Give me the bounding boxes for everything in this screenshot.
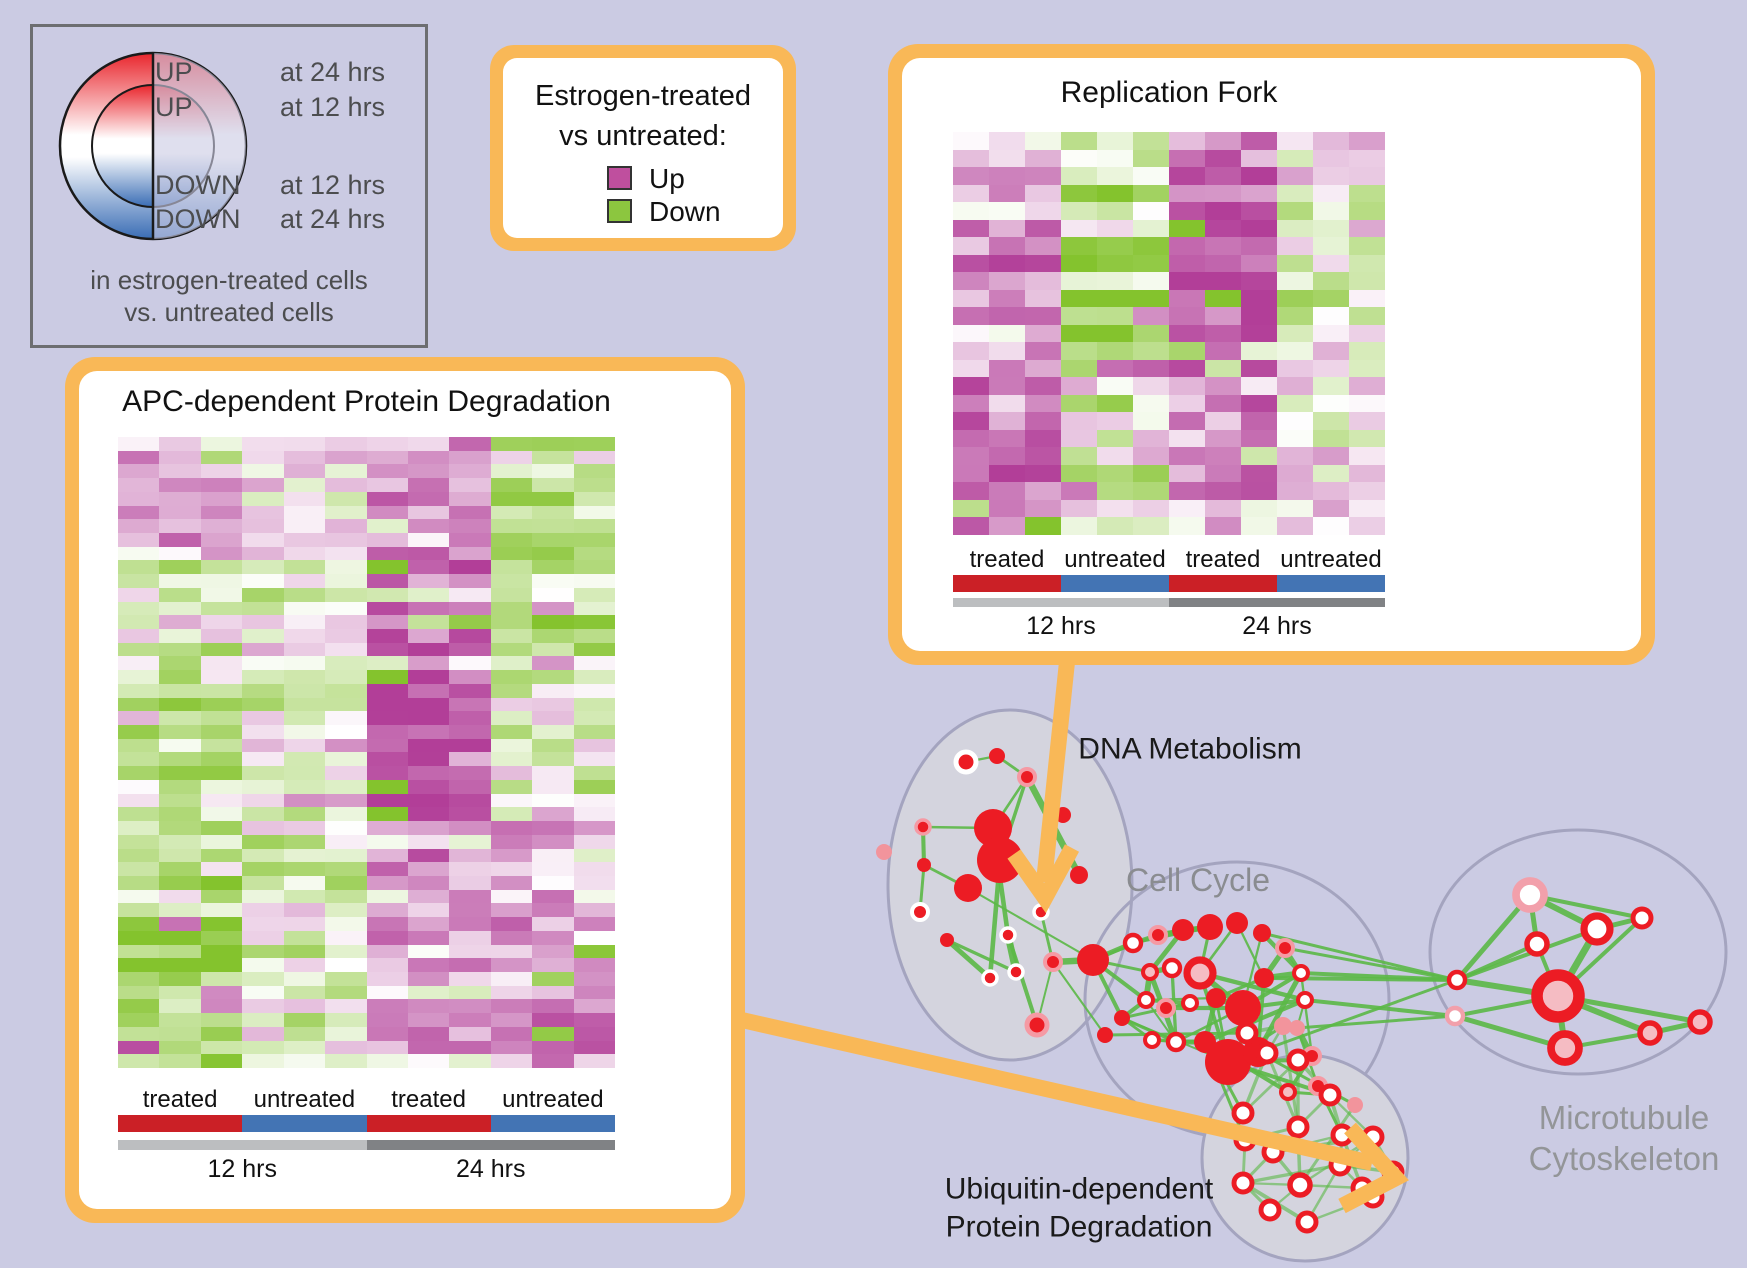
down-color-swatch [607, 199, 632, 223]
group-label: treated [1185, 546, 1261, 573]
rf-time-labels: 12 hrs 24 hrs [953, 612, 1385, 640]
untreated-bar-segment [1061, 575, 1169, 592]
group-label: treated [142, 1086, 218, 1113]
treated-bar-segment [118, 1115, 243, 1132]
bar-24hrs [366, 1140, 615, 1150]
time-label: 12 hrs [1026, 612, 1096, 640]
rf-panel-title: Replication Fork [1060, 76, 1278, 109]
time-label: 24 hrs [456, 1155, 526, 1183]
updown-legend-box: UP at 24 hrs UP at 12 hrs DOWN at 12 hrs… [30, 24, 428, 348]
rf-time-bar [953, 598, 1385, 607]
cluster-label: Microtubule Cytoskeleton [1528, 1098, 1720, 1177]
time-label: 24 hrs [1242, 612, 1312, 640]
up-inner-time: at 12 hrs [280, 92, 386, 122]
up-key-label: Up [649, 163, 685, 194]
replication-fork-panel: Replication Fork treated untreated treated… [888, 44, 1655, 665]
bar-12hrs [118, 1140, 367, 1150]
apc-heatmap [118, 437, 615, 1068]
up-outer-label: UP [155, 57, 193, 87]
cluster-label: Cell Cycle [1125, 862, 1271, 898]
up-color-swatch [607, 166, 632, 190]
rf-group-labels: treated untreated treated untreated [953, 546, 1385, 573]
legend-caption-line2: vs. untreated cells [124, 297, 334, 327]
untreated-bar-segment [242, 1115, 367, 1132]
untreated-bar-segment [490, 1115, 615, 1132]
group-label: treated [969, 546, 1045, 573]
apc-panel-title: APC-dependent Protein Degradation [122, 385, 611, 418]
apc-time-bar [118, 1140, 615, 1150]
treated-bar-segment [366, 1115, 491, 1132]
treated-bar-segment [953, 575, 1061, 592]
apc-treatment-bar [118, 1115, 615, 1132]
estrogen-key-box: Estrogen-treated vs untreated: Up Down [490, 45, 796, 251]
cluster-label: DNA Metabolism [1078, 732, 1302, 766]
cluster-label: Ubiquitin-dependent Protein Degradation [944, 1172, 1214, 1244]
key-title-line2: vs untreated: [559, 120, 727, 152]
key-row-up: Up [503, 163, 783, 194]
bar-24hrs [1169, 598, 1385, 607]
up-outer-time: at 24 hrs [280, 57, 386, 87]
untreated-half-overlay [153, 53, 246, 239]
group-label: untreated [1064, 546, 1166, 573]
apc-group-labels: treated untreated treated untreated [118, 1086, 615, 1113]
group-label: untreated [1280, 546, 1382, 573]
down-outer-label: DOWN [155, 204, 241, 234]
time-label: 12 hrs [207, 1155, 277, 1183]
treated-bar-segment [1169, 575, 1277, 592]
updown-circles-graphic [58, 51, 248, 241]
group-label: treated [391, 1086, 466, 1113]
group-label: untreated [502, 1086, 604, 1113]
group-label: untreated [253, 1086, 356, 1113]
down-inner-label: DOWN [155, 170, 241, 200]
bar-12hrs [953, 598, 1169, 607]
key-title-line1: Estrogen-treated [534, 80, 751, 112]
up-inner-label: UP [155, 92, 193, 122]
down-outer-time: at 24 hrs [280, 204, 386, 234]
apc-time-labels: 12 hrs 24 hrs [118, 1155, 615, 1183]
key-row-down: Down [503, 196, 783, 227]
rf-treatment-bar [953, 575, 1385, 592]
down-inner-time: at 12 hrs [280, 170, 386, 200]
down-key-label: Down [649, 196, 721, 227]
apc-panel: APC-dependent Protein Degradation treate… [65, 357, 745, 1223]
estrogen-key-inner: Estrogen-treated vs untreated: Up Down [503, 58, 783, 238]
legend-caption-line1: in estrogen-treated cells [90, 265, 368, 295]
rf-heatmap [953, 132, 1385, 535]
untreated-bar-segment [1277, 575, 1385, 592]
